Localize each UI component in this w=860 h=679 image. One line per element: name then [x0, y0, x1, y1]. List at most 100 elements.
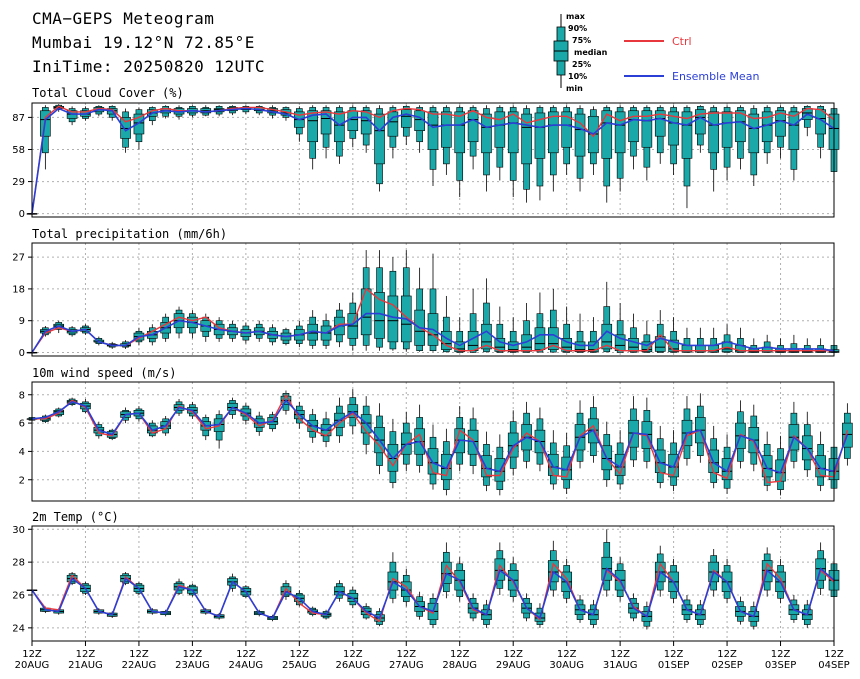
precipitation-box-inner — [534, 327, 546, 350]
cloud-cover-box — [200, 105, 212, 117]
legend-label-p10: 10% — [568, 72, 587, 81]
cloud-cover-ytick-label: 29 — [12, 177, 25, 188]
panel-precipitation-title: Total precipitation (mm/6h) — [32, 227, 227, 241]
precipitation-box — [521, 303, 532, 353]
x-tick-date: 20AUG — [15, 660, 50, 671]
cloud-cover-box — [601, 105, 613, 203]
precipitation-box-inner — [481, 323, 492, 350]
panel-temperature-title: 2m Temp (°C) — [32, 510, 119, 524]
precipitation-box — [761, 334, 773, 353]
x-tick-date: 31AUG — [603, 660, 638, 671]
cloud-cover-box — [708, 105, 720, 192]
wind-speed-box — [454, 406, 466, 472]
x-tick-label: 12Z — [664, 649, 684, 660]
cloud-cover-box-inner — [307, 110, 319, 143]
cloud-cover-box-inner — [521, 113, 532, 165]
cloud-cover-box — [133, 107, 145, 150]
cloud-cover-box-inner — [387, 111, 399, 137]
wind-speed-box — [360, 396, 372, 455]
x-tick-label: 12Z — [610, 649, 630, 660]
cloud-cover-box — [574, 105, 586, 192]
cloud-cover-box — [521, 105, 532, 203]
wind-speed-box — [561, 433, 572, 494]
cloud-cover-box-inner — [775, 110, 786, 137]
panel-cloud-cover-yticks: 0 29 58 87 — [12, 113, 32, 220]
x-tick-date: 26AUG — [335, 660, 370, 671]
wind-speed-box — [668, 430, 679, 492]
cloud-cover-ytick-label: 87 — [12, 113, 25, 124]
cloud-cover-box-inner — [641, 110, 653, 148]
cloud-cover-box-inner — [614, 111, 626, 154]
wind-speed-box-inner — [481, 455, 492, 478]
precipitation-ytick-label: 27 — [12, 253, 25, 264]
precipitation-box-inner — [547, 327, 559, 350]
legend-mean-label: Ensemble Mean — [672, 70, 759, 83]
panel-wind-speed: 10m wind speed (m/s) 2 4 6 8 — [19, 366, 853, 502]
precipitation-box-inner — [628, 338, 639, 352]
legend-box-outer-low — [556, 60, 566, 76]
temperature-mean-line — [31, 567, 835, 620]
cloud-cover-box — [534, 105, 546, 201]
precipitation-box — [788, 334, 800, 353]
temperature-box — [387, 552, 399, 604]
cloud-cover-box — [53, 104, 65, 112]
temperature-box — [547, 540, 559, 597]
wind-speed-box — [748, 404, 760, 472]
wind-speed-box — [708, 425, 720, 489]
cloud-cover-box-inner — [454, 111, 466, 154]
legend-box-outer — [556, 26, 566, 42]
precipitation-box — [547, 288, 559, 353]
cloud-cover-box-inner — [654, 110, 666, 137]
cloud-cover-box — [427, 105, 439, 187]
precipitation-box-inner — [654, 336, 666, 352]
x-tick-date: 03SEP — [765, 660, 796, 671]
cloud-cover-box-inner — [467, 110, 479, 143]
temperature-box — [601, 529, 613, 597]
cloud-cover-box — [695, 105, 706, 153]
cloud-cover-box-inner — [574, 113, 586, 157]
precipitation-box — [654, 310, 666, 353]
legend-ctrl-label: Ctrl — [672, 35, 692, 48]
temperature-ytick-label: 28 — [12, 558, 25, 569]
precipitation-box — [695, 327, 706, 353]
panel-cloud-cover-boxes — [26, 104, 840, 215]
cloud-cover-box-inner — [481, 113, 492, 154]
precipitation-box — [467, 288, 479, 353]
cloud-cover-box — [547, 105, 559, 192]
precipitation-box-inner — [641, 341, 653, 353]
cloud-cover-box-inner — [334, 111, 345, 143]
panel-precipitation-yticks: 0 9 18 27 — [12, 253, 32, 359]
cloud-cover-mean-line — [31, 107, 835, 214]
panel-temperature-yticks: 24 26 28 30 — [12, 525, 32, 634]
legend-label-p90: 90% — [568, 24, 587, 33]
precipitation-box-inner — [561, 338, 572, 352]
cloud-cover-box — [494, 105, 506, 181]
x-tick-label: 12Z — [396, 649, 416, 660]
panel-cloud-cover-frame — [31, 102, 835, 218]
x-tick-label: 12Z — [236, 649, 256, 660]
precipitation-box — [387, 257, 399, 351]
legend-label-min: min — [566, 84, 583, 93]
wind-speed-box — [641, 397, 653, 469]
wind-speed-box — [601, 421, 613, 487]
precipitation-box — [507, 317, 519, 353]
cloud-cover-box-inner — [507, 111, 519, 154]
wind-speed-ytick-label: 8 — [19, 390, 25, 401]
cloud-cover-box — [761, 105, 773, 164]
cloud-cover-box — [294, 106, 305, 142]
header: CMA−GEPS Meteogram Mumbai 19.12°N 72.85°… — [0, 0, 860, 100]
precipitation-box — [481, 278, 492, 353]
precipitation-box-inner — [454, 341, 466, 353]
cloud-cover-box-inner — [628, 110, 639, 143]
x-tick-date: 21AUG — [68, 660, 103, 671]
x-tick-date: 23AUG — [175, 660, 210, 671]
x-tick-date: 22AUG — [122, 660, 157, 671]
precipitation-ctrl-line — [31, 287, 834, 353]
precipitation-box-inner — [494, 338, 506, 352]
panel-cloud-cover: Total Cloud Cover (%) 0 29 58 87 — [12, 86, 840, 220]
precipitation-box — [414, 267, 425, 352]
x-tick-label: 12Z — [343, 649, 363, 660]
x-tick-date: 02SEP — [711, 660, 742, 671]
precipitation-box — [307, 310, 319, 349]
wind-speed-ctrl-line — [32, 393, 849, 484]
